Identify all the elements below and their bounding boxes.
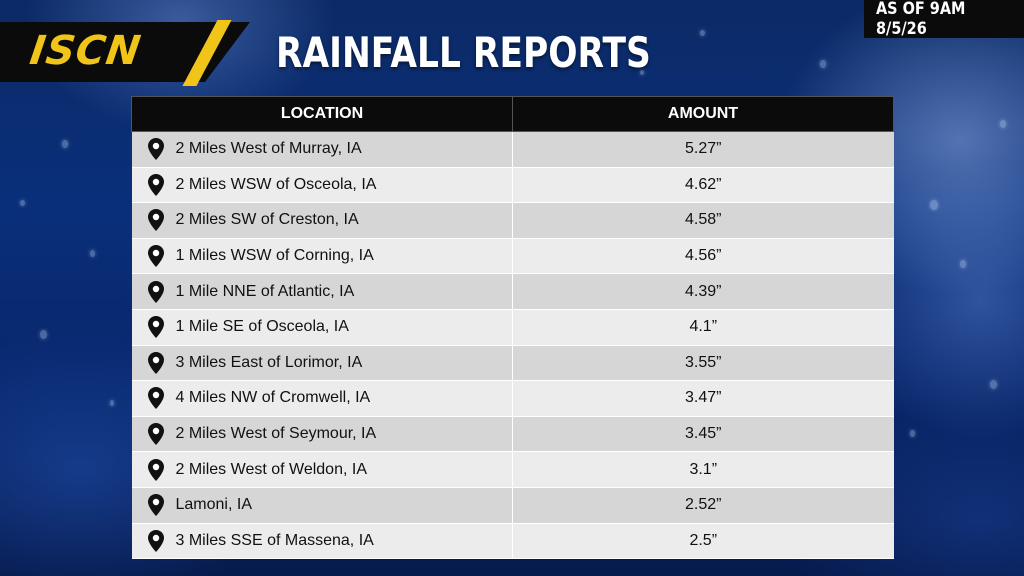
amount-cell: 3.1” — [512, 451, 894, 488]
location-text: Lamoni, IA — [175, 496, 252, 514]
location-text: 2 Miles West of Weldon, IA — [175, 460, 367, 478]
location-text: 2 Miles West of Murray, IA — [175, 140, 362, 158]
amount-cell: 3.45” — [512, 415, 894, 453]
location-cell: 2 Miles SW of Creston, IA — [131, 202, 513, 239]
amount-cell: 4.1” — [512, 308, 894, 346]
table-row: 1 Mile NNE of Atlantic, IA 4.39” — [131, 273, 894, 310]
map-pin-icon — [147, 458, 164, 481]
location-cell: 3 Miles East of Lorimor, IA — [131, 344, 513, 382]
amount-cell: 3.47” — [512, 380, 894, 417]
location-text: 1 Miles WSW of Corning, IA — [175, 247, 374, 265]
amount-cell: 4.58” — [512, 202, 894, 239]
amount-cell: 2.5” — [512, 522, 894, 560]
map-pin-icon — [147, 351, 164, 374]
location-cell: 4 Miles NW of Cromwell, IA — [131, 380, 513, 417]
location-cell: 2 Miles WSW of Osceola, IA — [131, 166, 513, 204]
location-cell: 1 Mile SE of Osceola, IA — [131, 308, 513, 346]
location-cell: 2 Miles West of Weldon, IA — [131, 451, 513, 488]
location-text: 2 Miles WSW of Osceola, IA — [175, 175, 377, 193]
location-cell: 1 Miles WSW of Corning, IA — [131, 237, 513, 275]
map-pin-icon — [147, 280, 164, 303]
map-pin-icon — [147, 494, 164, 517]
table-row: 2 Miles West of Seymour, IA 3.45” — [131, 415, 894, 453]
map-pin-icon — [147, 529, 164, 552]
map-pin-icon — [147, 245, 164, 268]
location-cell: 2 Miles West of Murray, IA — [131, 131, 513, 168]
table-row: 1 Miles WSW of Corning, IA 4.56” — [131, 237, 894, 275]
location-text: 2 Miles West of Seymour, IA — [175, 425, 377, 443]
table-row: 2 Miles WSW of Osceola, IA 4.62” — [131, 166, 894, 204]
location-text: 2 Miles SW of Creston, IA — [175, 211, 359, 229]
table-header-row: LOCATION AMOUNT — [131, 96, 894, 132]
location-cell: Lamoni, IA — [131, 486, 513, 524]
amount-cell: 4.39” — [512, 273, 894, 310]
table-body: 2 Miles West of Murray, IA 5.27” 2 Miles W… — [131, 131, 894, 560]
location-cell: 3 Miles SSE of Massena, IA — [131, 522, 513, 560]
location-text: 1 Mile NNE of Atlantic, IA — [175, 282, 355, 300]
map-pin-icon — [147, 209, 164, 232]
location-text: 3 Miles East of Lorimor, IA — [175, 353, 363, 371]
iscn-logo: ISCN — [27, 28, 145, 74]
amount-cell: 5.27” — [512, 131, 894, 168]
table-row: 2 Miles West of Weldon, IA 3.1” — [131, 451, 894, 488]
amount-cell: 3.55” — [512, 344, 894, 382]
location-text: 1 Mile SE of Osceola, IA — [175, 318, 349, 336]
timestamp-badge: AS OF 9AM 8/5/26 — [864, 0, 1024, 39]
table-row: 2 Miles SW of Creston, IA 4.58” — [131, 202, 894, 239]
table-row: Lamoni, IA 2.52” — [131, 486, 894, 524]
timestamp-text: AS OF 9AM 8/5/26 — [876, 0, 966, 39]
location-cell: 2 Miles West of Seymour, IA — [131, 415, 513, 453]
table-row: 1 Mile SE of Osceola, IA 4.1” — [131, 308, 894, 346]
amount-cell: 4.56” — [512, 237, 894, 275]
amount-cell: 4.62” — [512, 166, 894, 204]
table-row: 3 Miles East of Lorimor, IA 3.55” — [131, 344, 894, 382]
location-cell: 1 Mile NNE of Atlantic, IA — [131, 273, 513, 310]
map-pin-icon — [147, 173, 164, 196]
map-pin-icon — [147, 423, 164, 446]
map-pin-icon — [147, 316, 164, 339]
column-header-amount: AMOUNT — [512, 96, 894, 132]
page-title: RAINFALL REPORTS — [276, 28, 651, 77]
column-header-location: LOCATION — [131, 96, 513, 132]
location-text: 4 Miles NW of Cromwell, IA — [175, 389, 371, 407]
amount-cell: 2.52” — [512, 486, 894, 524]
rainfall-table: LOCATION AMOUNT 2 Miles West of Murray, … — [131, 96, 894, 560]
map-pin-icon — [147, 387, 164, 410]
map-pin-icon — [147, 138, 164, 161]
table-row: 3 Miles SSE of Massena, IA 2.5” — [131, 522, 894, 560]
table-row: 2 Miles West of Murray, IA 5.27” — [131, 131, 894, 168]
table-row: 4 Miles NW of Cromwell, IA 3.47” — [131, 380, 894, 417]
location-text: 3 Miles SSE of Massena, IA — [175, 531, 374, 549]
